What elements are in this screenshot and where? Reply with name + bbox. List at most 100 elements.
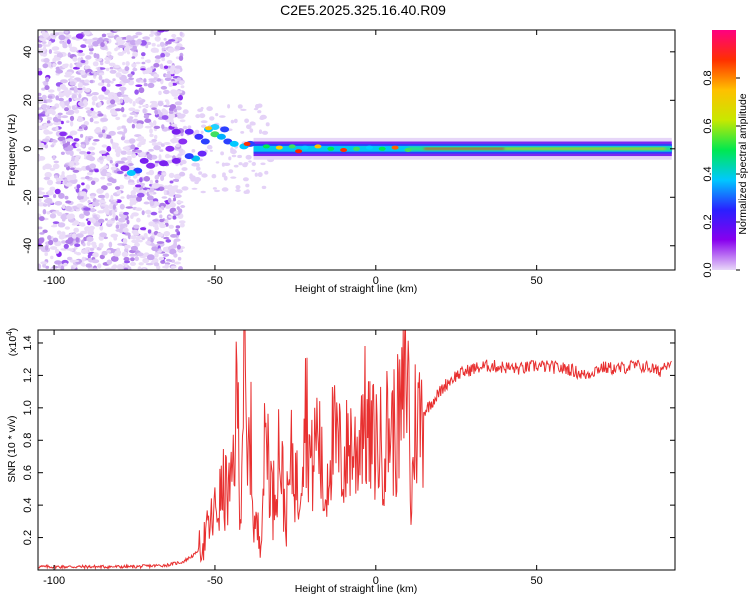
spectrogram-noise-blob bbox=[110, 194, 114, 201]
spectrogram-noise-blob bbox=[89, 163, 97, 169]
spectrogram-noise-blob bbox=[143, 114, 150, 119]
spectrogram-noise-blob bbox=[128, 107, 136, 112]
spectrogram-noise-blob bbox=[128, 138, 136, 144]
spectrogram-noise-blob bbox=[63, 164, 69, 168]
spectrogram-noise-blob bbox=[138, 141, 146, 145]
spectrogram-onset-blob bbox=[229, 140, 239, 147]
spectrogram-noise-blob bbox=[115, 72, 122, 78]
spectrogram-noise-blob bbox=[42, 32, 50, 38]
spectrogram-noise-blob bbox=[123, 260, 131, 264]
spectrogram-noise-blob bbox=[156, 232, 164, 237]
spectrogram-noise-blob bbox=[142, 267, 146, 270]
spectrogram-noise-blob bbox=[153, 77, 158, 81]
spectrogram-noise-blob bbox=[161, 196, 168, 199]
spectrogram-noise-blob bbox=[150, 122, 154, 128]
spectrogram-noise-blob bbox=[54, 188, 61, 195]
spectrogram-noise-blob bbox=[157, 110, 161, 114]
colorbar-bar bbox=[712, 30, 736, 270]
spectrogram-noise-blob bbox=[191, 149, 196, 153]
spectrogram-noise-blob bbox=[138, 239, 143, 243]
spectrogram-noise-blob bbox=[42, 63, 49, 69]
snr-x-label: Height of straight line (km) bbox=[295, 583, 418, 595]
spectrogram-noise-blob bbox=[112, 78, 116, 82]
snr-exponent-close: ) bbox=[7, 328, 19, 332]
spectrogram-noise-blob bbox=[154, 58, 161, 64]
spectrogram-noise-blob bbox=[117, 131, 124, 135]
spectrogram-noise-blob bbox=[111, 210, 115, 215]
spectrogram-noise-blob bbox=[56, 52, 64, 59]
spectrogram-noise-blob bbox=[175, 68, 181, 74]
spectrogram-noise-blob bbox=[80, 176, 86, 180]
spectrogram-noise-blob bbox=[109, 66, 114, 70]
spectrogram-noise-blob bbox=[83, 30, 91, 36]
spectrogram-noise-blob bbox=[80, 144, 86, 148]
spectrogram-noise-blob bbox=[132, 35, 139, 39]
spectrogram-noise-blob bbox=[78, 222, 83, 226]
spectrogram-noise-blob bbox=[115, 224, 120, 229]
spectrogram-noise-blob bbox=[251, 169, 256, 172]
spectrogram-noise-blob bbox=[110, 255, 119, 262]
spectrogram-noise-blob bbox=[178, 94, 183, 101]
spectrogram-noise-blob bbox=[160, 85, 168, 90]
spectrogram-noise-blob bbox=[145, 68, 149, 74]
spectrogram-noise-blob bbox=[100, 42, 105, 48]
spectrogram-noise-blob bbox=[136, 217, 141, 223]
spectrogram-noise-blob bbox=[90, 107, 94, 111]
spectrogram-noise-blob bbox=[87, 220, 91, 226]
spectrogram-noise-blob bbox=[245, 183, 250, 188]
spectrogram-onset-blob bbox=[171, 128, 181, 135]
spectrogram-noise-blob bbox=[111, 265, 117, 270]
spectrogram-noise-blob bbox=[154, 160, 160, 164]
spectrogram-x-tick-label: -100 bbox=[43, 275, 65, 287]
spectrogram-noise-blob bbox=[175, 228, 179, 233]
spectrogram-noise-blob bbox=[157, 30, 165, 33]
spectrogram-noise-blob bbox=[50, 255, 54, 260]
spectrogram-noise-blob bbox=[144, 118, 152, 123]
spectrogram-noise-blob bbox=[55, 181, 62, 185]
spectrogram-noise-blob bbox=[106, 145, 112, 152]
spectrogram-hot-spot bbox=[365, 145, 373, 150]
spectrogram-noise-blob bbox=[77, 117, 84, 123]
spectrogram-noise-blob bbox=[58, 234, 66, 240]
spectrogram-noise-blob bbox=[76, 184, 81, 189]
spectrogram-noise-blob bbox=[108, 62, 116, 67]
spectrogram-noise-blob bbox=[151, 138, 158, 142]
spectrogram-noise-blob bbox=[65, 234, 73, 238]
spectrogram-noise-blob bbox=[55, 177, 63, 183]
spectrogram-noise-blob bbox=[166, 60, 173, 64]
colorbar-tick-label: 0.6 bbox=[702, 118, 714, 133]
spectrogram-noise-blob bbox=[119, 224, 125, 228]
spectrogram-noise-blob bbox=[85, 135, 89, 142]
spectrogram-noise-blob bbox=[62, 139, 66, 144]
spectrogram-noise-blob bbox=[97, 218, 105, 224]
spectrogram-noise-blob bbox=[120, 196, 125, 199]
spectrogram-noise-blob bbox=[154, 252, 159, 258]
spectrogram-noise-blob bbox=[56, 57, 61, 61]
spectrogram-noise-blob bbox=[157, 250, 162, 253]
spectrogram-noise-blob bbox=[84, 65, 90, 70]
spectrogram-noise-blob bbox=[82, 38, 88, 42]
spectrogram-noise-blob bbox=[179, 119, 186, 123]
spectrogram-noise-blob bbox=[77, 52, 86, 57]
spectrogram-noise-blob bbox=[74, 251, 78, 255]
spectrogram-noise-blob bbox=[154, 109, 158, 116]
spectrogram-noise-blob bbox=[138, 105, 142, 109]
spectrogram-noise-blob bbox=[109, 69, 117, 74]
spectrogram-noise-blob bbox=[212, 187, 217, 190]
spectrogram-noise-blob bbox=[179, 171, 186, 177]
spectrogram-noise-blob bbox=[52, 139, 58, 143]
spectrogram-hot-spot bbox=[243, 141, 251, 146]
svg-text:(x104): (x104) bbox=[5, 328, 19, 356]
snr-chart: -100 -50 0 50 0.2 0.4 0.6 0.8 1.0 1.2 1.4 Height … bbox=[5, 328, 676, 595]
spectrogram-noise-blob bbox=[121, 251, 129, 258]
spectrogram-noise-blob bbox=[79, 191, 87, 197]
spectrogram-noise-blob bbox=[60, 214, 68, 220]
spectrogram-hot-spot bbox=[314, 144, 322, 149]
spectrogram-noise-blob bbox=[151, 42, 156, 47]
spectrogram-noise-blob bbox=[98, 242, 104, 249]
spectrogram-noise-blob bbox=[41, 87, 46, 91]
spectrogram-noise-blob bbox=[54, 248, 60, 254]
spectrogram-noise-blob bbox=[73, 227, 79, 233]
spectrogram-noise-blob bbox=[140, 68, 146, 71]
spectrogram-noise-blob bbox=[194, 177, 202, 182]
